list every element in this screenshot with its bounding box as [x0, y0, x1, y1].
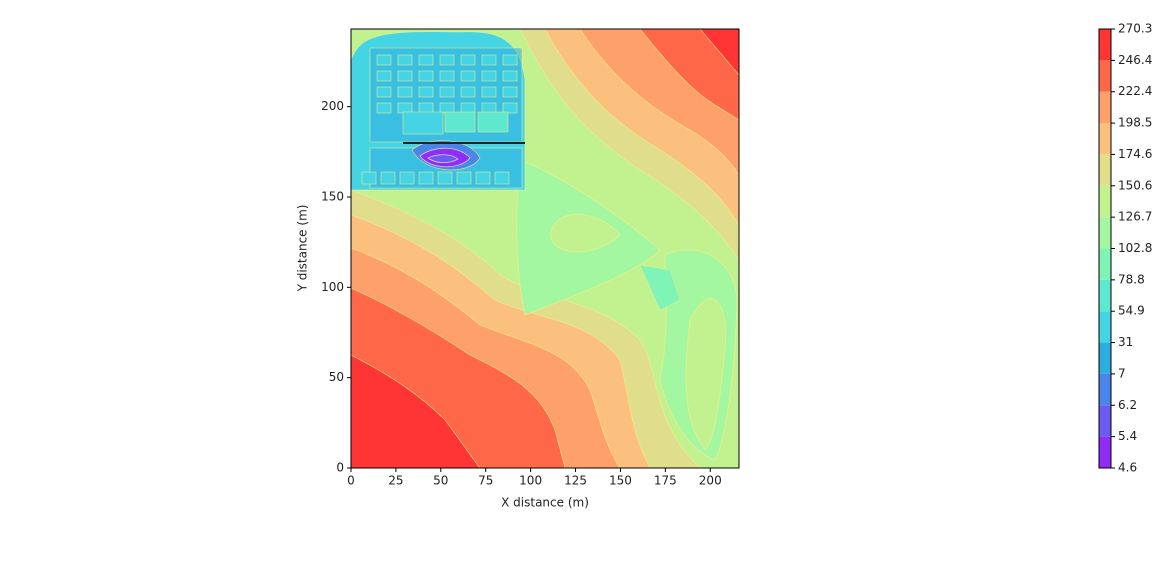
y-tick-label: 150 — [321, 190, 344, 204]
contour-band — [460, 102, 476, 114]
contour-field — [351, 29, 739, 468]
contour-band — [481, 86, 497, 98]
colorbar-tick-label: 54.9 — [1118, 304, 1145, 318]
contour-band — [456, 171, 472, 185]
x-tick-label: 0 — [347, 474, 355, 488]
contour-band — [351, 354, 481, 468]
contour-band — [376, 86, 392, 98]
contour-band — [397, 86, 413, 98]
contour-band — [439, 54, 455, 66]
contour-band — [376, 70, 392, 82]
colorbar-tick-label: 222.4 — [1118, 84, 1152, 98]
colorbar-tick-label: 7 — [1118, 366, 1126, 380]
colorbar-band — [1099, 60, 1111, 92]
colorbar-band — [1099, 217, 1111, 249]
colorbar-band — [1099, 405, 1111, 437]
contour-band — [481, 102, 497, 114]
contour-band — [418, 70, 434, 82]
contour-band — [502, 70, 518, 82]
x-axis-label: X distance (m) — [501, 496, 589, 510]
contour-band — [399, 171, 415, 185]
contour-band — [460, 86, 476, 98]
colorbar-band — [1099, 91, 1111, 124]
colorbar-tick-label: 78.8 — [1118, 272, 1145, 286]
contour-band — [376, 102, 392, 114]
colorbar-tick-label: 150.6 — [1118, 178, 1152, 192]
colorbar-tick-label: 6.2 — [1118, 398, 1137, 412]
contour-band — [502, 102, 518, 114]
colorbar-tick-label: 198.5 — [1118, 116, 1152, 130]
y-tick-label: 50 — [329, 370, 344, 384]
colorbar-band — [1099, 311, 1111, 343]
x-tick-label: 175 — [654, 474, 677, 488]
axes: 0 25 50 75 100 125 150 175 200 0 50 100 150 200 — [321, 99, 722, 487]
contour-band — [418, 102, 434, 114]
y-axis-label: Y distance (m) — [296, 205, 310, 293]
contour-band — [639, 264, 681, 311]
colorbar-tick-label: 102.8 — [1118, 241, 1152, 255]
colorbar-tick-label: 31 — [1118, 335, 1133, 349]
contour-band — [402, 111, 444, 135]
contour-band — [361, 171, 377, 185]
contour-band — [427, 154, 459, 164]
y-tick-label: 0 — [336, 461, 344, 475]
colorbar-band — [1099, 154, 1111, 186]
x-tick-label: 75 — [478, 474, 493, 488]
contour-band — [494, 171, 510, 185]
colorbar-tick-label: 4.6 — [1118, 461, 1137, 475]
x-tick-label: 200 — [699, 474, 722, 488]
contour-band — [699, 29, 739, 76]
contour-band — [437, 171, 453, 185]
colorbar: 4.6 5.4 6.2 7 31 54.9 78.8 102.8 126.7 150.6 174.6… — [1098, 22, 1152, 475]
contour-band — [502, 54, 518, 66]
colorbar-tick-label: 126.7 — [1118, 210, 1152, 224]
colorbar-tick-label: 5.4 — [1118, 429, 1137, 443]
x-tick-label: 100 — [519, 474, 542, 488]
colorbar-band — [1099, 29, 1111, 61]
plot-frame — [350, 28, 740, 469]
contour-band — [397, 102, 413, 114]
contour-band — [418, 54, 434, 66]
x-tick-label: 150 — [609, 474, 632, 488]
contour-band — [502, 86, 518, 98]
contour-band — [397, 54, 413, 66]
contour-band — [444, 111, 476, 133]
contour-band — [477, 111, 509, 133]
contour-band — [549, 213, 621, 253]
contour-band — [481, 70, 497, 82]
contour-band — [460, 54, 476, 66]
colorbar-band — [1099, 279, 1111, 312]
colorbar-band — [1099, 185, 1111, 218]
colorbar-tick-label: 174.6 — [1118, 147, 1152, 161]
contour-band — [639, 29, 739, 121]
colorbar-tick-label: 270.3 — [1118, 22, 1152, 36]
x-tick-label: 25 — [388, 474, 403, 488]
y-tick-label: 200 — [321, 99, 344, 113]
contour-band — [460, 70, 476, 82]
contour-band — [475, 171, 491, 185]
colorbar-band — [1099, 123, 1111, 155]
contour-band — [376, 54, 392, 66]
colorbar-band — [1099, 342, 1111, 374]
contour-band — [481, 54, 497, 66]
colorbar-band — [1099, 373, 1111, 406]
colorbar-band — [1099, 248, 1111, 280]
contour-band — [418, 171, 434, 185]
colorbar-tick-label: 246.4 — [1118, 53, 1152, 67]
y-tick-label: 100 — [321, 280, 344, 294]
contour-band — [685, 298, 727, 451]
contour-band — [439, 70, 455, 82]
contour-band — [418, 86, 434, 98]
contour-band — [380, 171, 396, 185]
colorbar-band — [1099, 436, 1111, 468]
contour-band — [397, 70, 413, 82]
contour-band — [439, 102, 455, 114]
x-tick-label: 125 — [564, 474, 587, 488]
contour-band — [439, 86, 455, 98]
x-tick-label: 50 — [433, 474, 448, 488]
